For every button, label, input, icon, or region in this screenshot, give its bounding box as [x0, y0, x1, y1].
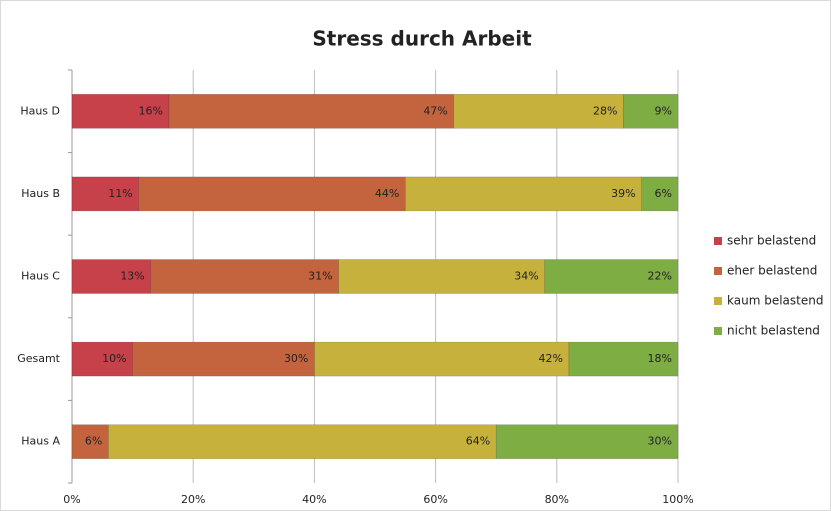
data-label: 30%: [284, 352, 308, 365]
x-tick-label: 100%: [662, 493, 693, 506]
data-label: 13%: [120, 270, 144, 283]
legend-label: eher belastend: [727, 264, 817, 278]
data-label: 64%: [466, 435, 490, 448]
y-tick-label: Gesamt: [17, 352, 60, 365]
data-label: 30%: [648, 435, 672, 448]
legend-swatch: [714, 237, 722, 245]
bar-segment: [138, 176, 406, 212]
bar-segment: [71, 259, 152, 294]
bar-segment: [132, 341, 315, 377]
data-label: 42%: [538, 352, 562, 365]
bar-segment: [71, 341, 133, 377]
data-label: 22%: [648, 270, 672, 283]
data-label: 47%: [423, 104, 447, 117]
legend-swatch: [714, 267, 722, 275]
data-label: 28%: [593, 104, 617, 117]
legend-label: nicht belastend: [727, 324, 820, 338]
y-tick-label: Haus C: [21, 270, 60, 283]
legend-swatch: [714, 327, 722, 335]
bar-segment: [71, 424, 109, 459]
bar-segment: [108, 424, 497, 459]
data-label: 6%: [85, 435, 102, 448]
data-label: 39%: [611, 187, 635, 200]
legend-label: kaum belastend: [727, 294, 823, 308]
data-label: 11%: [108, 187, 132, 200]
data-label: 6%: [655, 187, 672, 200]
legend-label: sehr belastend: [727, 234, 816, 248]
bar-segment: [453, 94, 624, 129]
data-label: 31%: [308, 270, 332, 283]
bar-segment: [568, 341, 679, 377]
bar-segment: [405, 176, 642, 212]
data-label: 16%: [139, 104, 163, 117]
chart-title: Stress durch Arbeit: [312, 27, 532, 51]
x-tick-label: 0%: [63, 493, 80, 506]
x-tick-label: 80%: [545, 493, 569, 506]
bar-segment: [641, 176, 679, 212]
x-tick-label: 20%: [181, 493, 205, 506]
bar-segment: [544, 259, 679, 294]
data-label: 34%: [514, 270, 538, 283]
data-label: 44%: [375, 187, 399, 200]
bar-segment: [71, 176, 139, 212]
y-tick-label: Haus A: [21, 435, 60, 448]
bar-segment: [168, 94, 455, 129]
data-label: 18%: [648, 352, 672, 365]
data-label: 10%: [102, 352, 126, 365]
y-tick-label: Haus B: [21, 187, 60, 200]
x-tick-label: 40%: [302, 493, 326, 506]
y-tick-label: Haus D: [20, 104, 60, 117]
legend-swatch: [714, 297, 722, 305]
bar-segment: [314, 341, 570, 377]
x-tick-label: 60%: [423, 493, 447, 506]
bar-segment: [495, 424, 679, 459]
bar-segment: [338, 259, 545, 294]
data-label: 9%: [655, 104, 672, 117]
bar-segment: [71, 94, 170, 129]
bar-segment: [623, 94, 679, 129]
